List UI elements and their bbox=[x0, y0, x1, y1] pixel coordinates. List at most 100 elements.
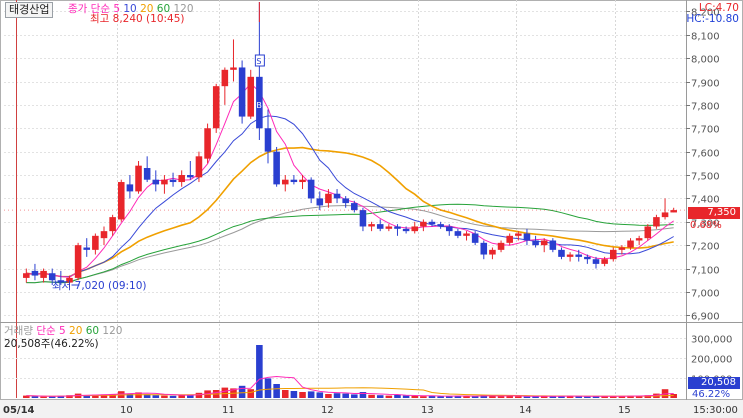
legend-item[interactable]: 10 bbox=[123, 3, 141, 15]
x-axis-bar bbox=[0, 400, 743, 418]
candle-body bbox=[411, 226, 419, 232]
high-price-annotation: 최고 8,240 (10:45) bbox=[90, 13, 185, 25]
candle-body bbox=[230, 67, 237, 70]
candle-body bbox=[307, 179, 315, 199]
price-tick-label: 7,000 bbox=[691, 289, 720, 300]
volume-bar bbox=[609, 396, 617, 398]
candle-body bbox=[23, 273, 30, 278]
price-tick-label: 7,400 bbox=[691, 195, 720, 206]
volume-bar bbox=[178, 394, 185, 398]
candle-body bbox=[385, 226, 393, 229]
x-axis-label: 05/14 bbox=[3, 405, 35, 416]
candle-body bbox=[558, 249, 565, 257]
candle-body bbox=[92, 235, 99, 250]
volume-bar bbox=[109, 394, 116, 398]
candle-body bbox=[247, 76, 255, 117]
legend-item[interactable]: 5 bbox=[113, 3, 124, 15]
candle-body bbox=[661, 212, 669, 218]
volume-bar bbox=[57, 395, 65, 398]
price-tick-label: 8,100 bbox=[691, 32, 720, 43]
legend-item[interactable]: 120 bbox=[173, 3, 194, 15]
candle-body bbox=[402, 228, 410, 232]
candle-body bbox=[161, 179, 168, 185]
candle-body bbox=[506, 235, 513, 243]
volume-bar bbox=[40, 396, 47, 398]
legend-item[interactable]: 60 bbox=[85, 325, 103, 337]
candle-body bbox=[100, 231, 108, 239]
candle-body bbox=[359, 210, 367, 227]
volume-ma5-line bbox=[26, 375, 674, 397]
candle-body bbox=[299, 179, 306, 183]
legend-item[interactable]: 60 bbox=[156, 3, 174, 15]
volume-bar bbox=[325, 394, 332, 398]
candle-body bbox=[368, 224, 375, 227]
volume-bar bbox=[143, 394, 151, 398]
stock-name-box[interactable]: 태경산업 bbox=[5, 2, 54, 18]
price-tick-label: 7,800 bbox=[691, 102, 720, 113]
volume-bar bbox=[316, 392, 324, 398]
volume-bar bbox=[100, 394, 108, 398]
volume-bar bbox=[515, 396, 522, 398]
candle-body bbox=[290, 179, 298, 183]
candle-body bbox=[195, 156, 203, 178]
candle-body bbox=[74, 245, 82, 278]
volume-bar bbox=[601, 396, 608, 398]
candle-body bbox=[428, 221, 436, 225]
legend-item[interactable]: 단순 5 bbox=[36, 325, 70, 337]
volume-bar bbox=[385, 395, 393, 398]
volume-bar bbox=[342, 393, 349, 398]
volume-bar bbox=[618, 396, 626, 398]
legend-item[interactable]: 20 bbox=[140, 3, 157, 15]
candle-body bbox=[316, 198, 324, 206]
price-tick-label: 8,000 bbox=[691, 55, 720, 66]
volume-bar bbox=[368, 394, 375, 398]
volume-bar bbox=[48, 396, 56, 398]
legend-item[interactable]: 20 bbox=[69, 325, 86, 337]
candle-body bbox=[178, 175, 185, 183]
legend-item[interactable]: 120 bbox=[102, 325, 123, 337]
volume-bar bbox=[247, 389, 255, 398]
volume-bar bbox=[566, 396, 574, 398]
price-tick-label: 6,900 bbox=[691, 312, 720, 323]
volume-bar bbox=[463, 396, 470, 398]
candle-body bbox=[169, 179, 177, 183]
low-price-annotation: 최저 7,020 (09:10) bbox=[52, 280, 147, 292]
volume-bar bbox=[23, 395, 30, 398]
volume-bar bbox=[152, 395, 160, 398]
candle-body bbox=[152, 179, 160, 185]
volume-bar bbox=[264, 378, 272, 398]
candle-body bbox=[342, 198, 349, 204]
volume-bar bbox=[471, 396, 479, 398]
volume-bar bbox=[83, 395, 91, 398]
volume-percent-label: 46.22% bbox=[692, 389, 731, 400]
legend-item[interactable]: 종가 단순 bbox=[68, 3, 114, 15]
candle-body bbox=[109, 217, 116, 232]
hc-label: HC:-10.80 bbox=[686, 13, 739, 25]
volume-bar bbox=[281, 390, 289, 398]
volume-bar bbox=[411, 396, 419, 398]
volume-bar bbox=[428, 395, 436, 398]
volume-bar bbox=[92, 394, 99, 398]
candle-body bbox=[584, 256, 591, 260]
volume-bar bbox=[506, 395, 513, 398]
volume-bar bbox=[169, 395, 177, 398]
price-tick-label: 8,200 bbox=[691, 8, 720, 19]
volume-bar bbox=[523, 396, 531, 398]
volume-bar bbox=[187, 395, 194, 398]
candle-body bbox=[489, 249, 496, 255]
candle-body bbox=[601, 259, 608, 264]
volume-bar bbox=[256, 345, 263, 398]
volume-bar bbox=[420, 396, 427, 398]
volume-bar bbox=[135, 392, 142, 398]
volume-indicator-legend[interactable]: 거래량 단순 5 20 60 120 bbox=[4, 324, 122, 338]
price-indicator-legend[interactable]: 종가 단순 5 10 20 60 120 bbox=[68, 2, 194, 16]
x-axis-label: 11 bbox=[222, 405, 235, 416]
volume-bar bbox=[161, 395, 168, 398]
price-tick-label: 7,900 bbox=[691, 79, 720, 90]
candle-body bbox=[31, 270, 39, 276]
buy-signal-glyph: B bbox=[256, 101, 262, 110]
lc-label: LC:4.70 bbox=[698, 2, 739, 14]
candle-body bbox=[221, 69, 229, 87]
candle-body bbox=[351, 203, 358, 211]
